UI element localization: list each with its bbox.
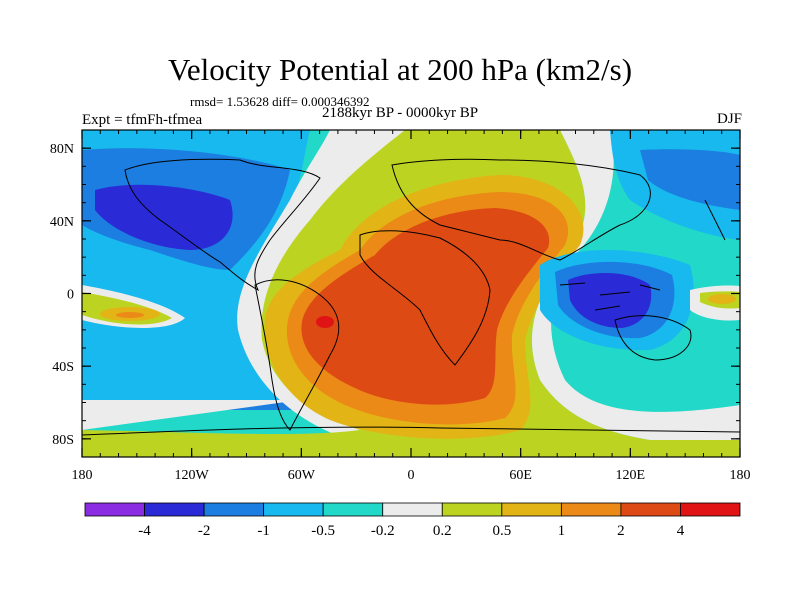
lon-tick-label: 180 bbox=[72, 468, 93, 483]
map-title: Velocity Potential at 200 hPa (km2/s) bbox=[167, 52, 633, 87]
colorbar-label: -0.5 bbox=[311, 523, 335, 539]
colorbar-label: 0.5 bbox=[492, 523, 511, 539]
axis-ticks: 180 120W 60W 0 60E 120E 180 80N 40N 0 40S 80S bbox=[50, 130, 751, 483]
colorbar-swatch bbox=[560, 502, 622, 517]
colorbar-swatch bbox=[501, 502, 562, 517]
lat-tick-label: 40N bbox=[50, 215, 74, 230]
colorbar-swatch bbox=[144, 502, 205, 517]
lon-tick-label: 120W bbox=[175, 468, 210, 483]
colorbar-label: 2 bbox=[617, 523, 625, 539]
season-label: DJF bbox=[716, 111, 742, 127]
colorbar-swatch bbox=[84, 502, 145, 517]
lon-tick-label: 60E bbox=[509, 468, 532, 483]
colorbar-swatch bbox=[680, 502, 741, 517]
colorbar-label: -4 bbox=[138, 523, 151, 539]
colorbar-swatch bbox=[322, 502, 384, 517]
lat-tick-label: 40S bbox=[52, 360, 74, 375]
colorbar-label: -1 bbox=[257, 523, 270, 539]
colorbar-swatch bbox=[441, 502, 503, 517]
lat-tick-label: 80S bbox=[52, 433, 74, 448]
colorbar: -4 -2 -1 -0.5 -0.2 0.2 0.5 1 2 4 bbox=[84, 502, 741, 539]
lon-tick-label: 0 bbox=[408, 468, 415, 483]
stats-line: rmsd= 1.53628 diff= 0.000346392 bbox=[190, 94, 370, 109]
lat-tick-label: 0 bbox=[67, 288, 74, 303]
colorbar-swatch bbox=[382, 502, 443, 517]
lon-tick-label: 180 bbox=[730, 468, 751, 483]
colorbar-swatch bbox=[263, 502, 324, 517]
coastlines bbox=[82, 158, 740, 436]
lat-tick-label: 80N bbox=[50, 142, 74, 157]
colorbar-label: 4 bbox=[677, 523, 685, 539]
colorbar-label: 0.2 bbox=[433, 523, 452, 539]
lon-tick-label: 120E bbox=[616, 468, 646, 483]
period-label: 2188kyr BP - 0000kyr BP bbox=[322, 105, 479, 121]
colorbar-label: 1 bbox=[558, 523, 566, 539]
colorbar-label: -2 bbox=[198, 523, 211, 539]
lon-tick-label: 60W bbox=[288, 468, 316, 483]
colorbar-label: -0.2 bbox=[371, 523, 395, 539]
experiment-label: Expt = tfmFh-tfmea bbox=[82, 112, 203, 128]
colorbar-swatch bbox=[620, 502, 681, 517]
contour-fill bbox=[82, 130, 740, 457]
colorbar-swatch bbox=[203, 502, 265, 517]
